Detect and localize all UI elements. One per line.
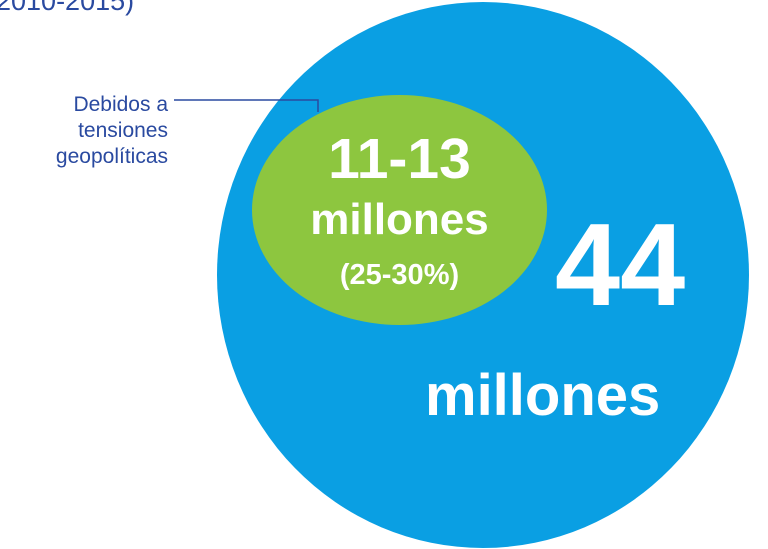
- callout-line: Debidos a: [73, 93, 168, 116]
- header-text: 2010-2015): [0, 0, 135, 16]
- callout-line: tensiones: [78, 119, 168, 142]
- geopolitical-percent: (25-30%): [339, 259, 460, 291]
- callout-line: geopolíticas: [55, 145, 168, 168]
- geopolitical-unit: millones: [310, 195, 489, 244]
- total-unit: millones: [425, 363, 661, 428]
- geopolitical-circle: [252, 95, 547, 325]
- total-count: 44: [555, 199, 686, 330]
- callout-label: Debidos a tensiones geopolíticas: [56, 92, 168, 170]
- leader-polyline: [174, 99, 319, 112]
- geopolitical-count: 11-13: [328, 127, 471, 191]
